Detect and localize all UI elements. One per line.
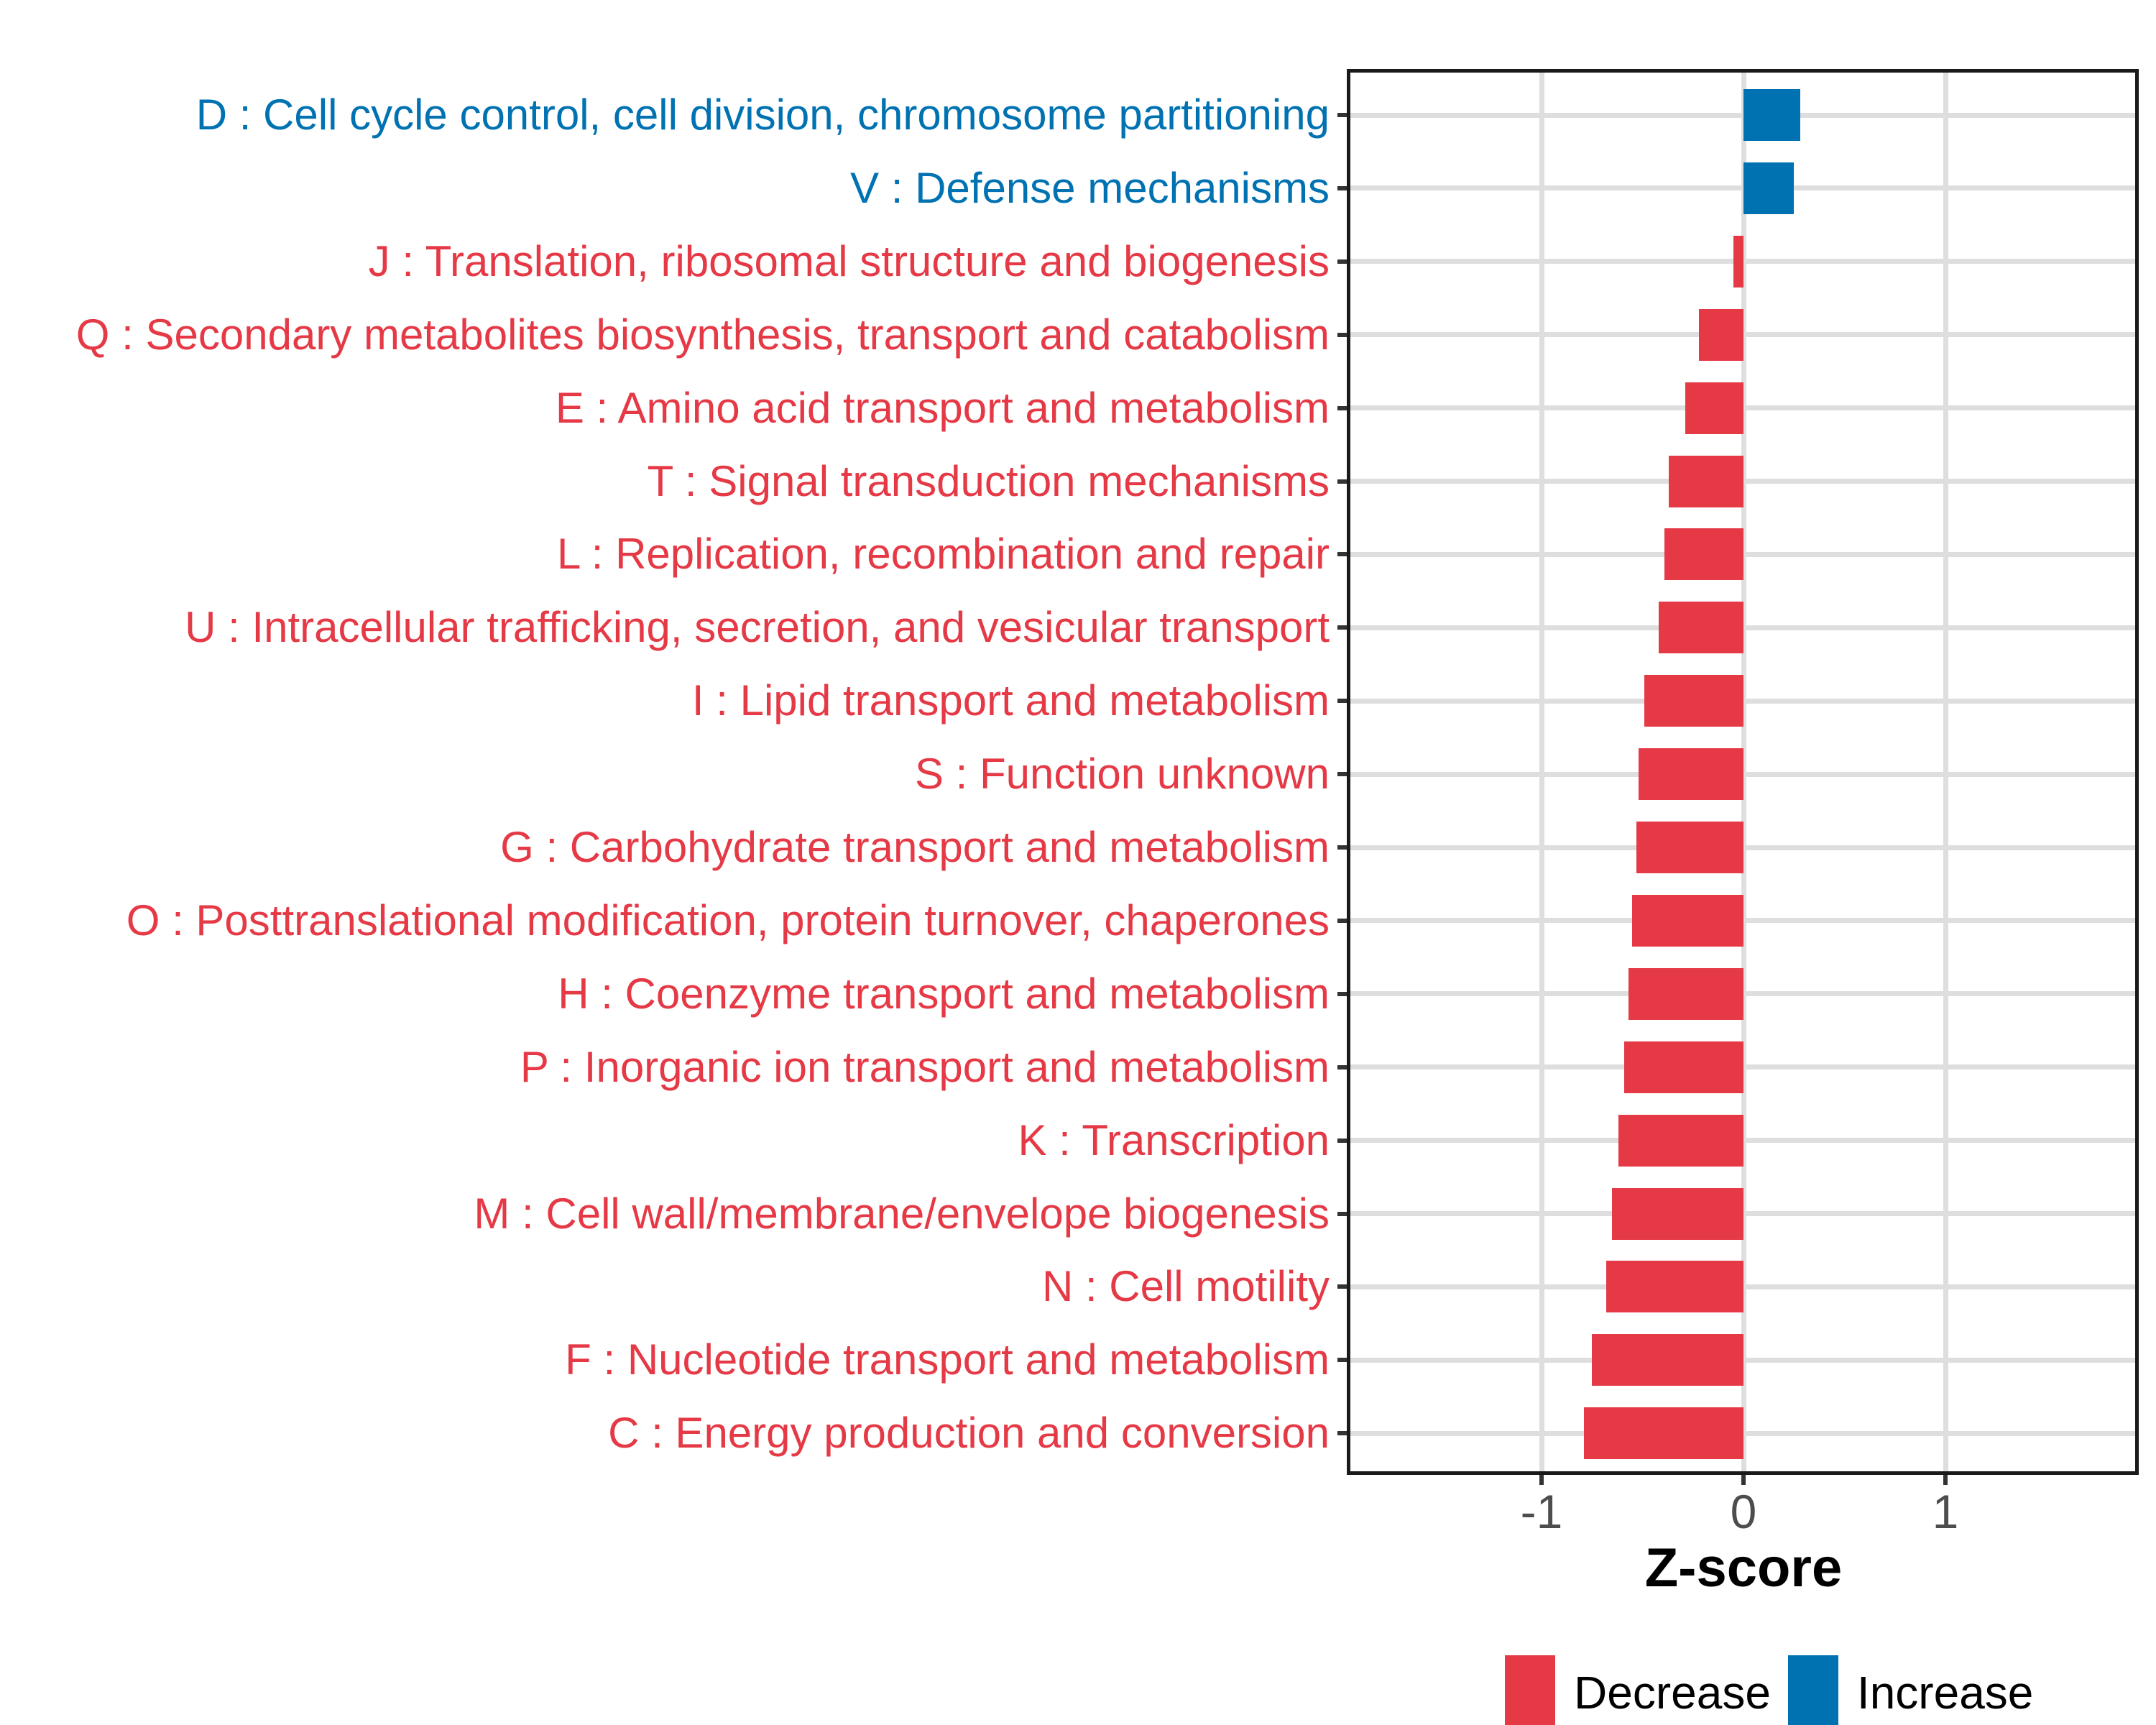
x-axis-title: Z-score [1644,1537,1843,1598]
x-tick [1741,1475,1746,1485]
y-tick [1337,699,1347,704]
y-tick [1337,332,1347,337]
zscore-bar [1733,235,1743,288]
category-label: V : Defense mechanisms [850,163,1330,212]
legend-label-decrease: Decrease [1574,1667,1771,1719]
category-label: E : Amino acid transport and metabolism [555,383,1330,432]
category-label: S : Function unknown [914,750,1330,799]
increase-swatch-icon [1787,1655,1838,1725]
x-tick-label: -1 [1520,1485,1563,1538]
category-label: D : Cell cycle control, cell division, c… [195,91,1330,139]
y-tick [1337,991,1347,996]
y-tick [1337,1431,1347,1436]
x-tick [1539,1475,1544,1485]
category-label: O : Posttranslational modification, prot… [126,896,1330,944]
zscore-bar [1628,967,1743,1020]
zscore-bar [1644,675,1743,727]
category-label: H : Coenzyme transport and metabolism [558,969,1330,1018]
y-tick [1337,479,1347,484]
y-tick [1337,1064,1347,1070]
category-label: J : Translation, ribosomal structure and… [368,236,1330,285]
zscore-bar [1743,162,1795,214]
y-tick [1337,1284,1347,1289]
legend: Decrease Increase [1505,1653,2033,1725]
zscore-bar [1636,822,1743,873]
legend-label-increase: Increase [1856,1667,2034,1719]
y-tick [1337,845,1347,850]
category-label: L : Replication, recombination and repai… [556,530,1330,579]
decrease-swatch-icon [1505,1655,1555,1725]
category-label: U : Intracellular trafficking, secretion… [185,603,1330,652]
y-tick [1337,405,1347,410]
category-label: F : Nucleotide transport and metabolism [565,1335,1330,1384]
legend-entry-decrease: Decrease [1505,1655,1771,1725]
y-tick [1337,113,1347,117]
y-tick [1337,1211,1347,1216]
y-tick [1337,552,1347,557]
x-tick [1943,1475,1948,1485]
zscore-bar [1624,1041,1743,1093]
y-tick [1337,625,1347,630]
zscore-bar [1612,1187,1743,1240]
zscore-bar [1606,1261,1743,1313]
category-label: N : Cell motility [1041,1262,1330,1311]
zscore-bar [1618,1114,1743,1167]
zscore-bar [1638,748,1743,801]
y-tick [1337,918,1347,923]
zscore-bar [1584,1407,1743,1460]
y-tick [1337,1358,1347,1363]
category-label: I : Lipid transport and metabolism [691,676,1330,725]
y-gridline [1350,185,2135,191]
zscore-bar [1685,382,1743,434]
x-tick-label: 1 [1932,1485,1959,1538]
y-gridline [1350,112,2135,118]
zscore-bar [1669,455,1743,507]
y-tick [1337,185,1347,190]
zscore-bar [1699,308,1743,361]
category-label: G : Carbohydrate transport and metabolis… [500,823,1330,871]
x-tick-label: 0 [1730,1485,1757,1538]
category-label: C : Energy production and conversion [608,1409,1330,1458]
y-tick [1337,772,1347,777]
y-tick [1337,259,1347,264]
zscore-bar [1658,602,1743,654]
category-label: K : Transcription [1018,1116,1330,1164]
y-tick [1337,1138,1347,1143]
category-label: T : Signal transduction mechanisms [647,456,1330,505]
zscore-bar [1592,1334,1743,1386]
zscore-bar [1664,528,1743,581]
category-label: Q : Secondary metabolites biosynthesis, … [75,310,1330,359]
legend-entry-increase: Increase [1787,1655,2034,1725]
category-label: P : Inorganic ion transport and metaboli… [520,1042,1330,1091]
zscore-bar [1632,894,1743,947]
category-label: M : Cell wall/membrane/envelope biogenes… [474,1189,1330,1238]
zscore-bar [1743,89,1800,141]
